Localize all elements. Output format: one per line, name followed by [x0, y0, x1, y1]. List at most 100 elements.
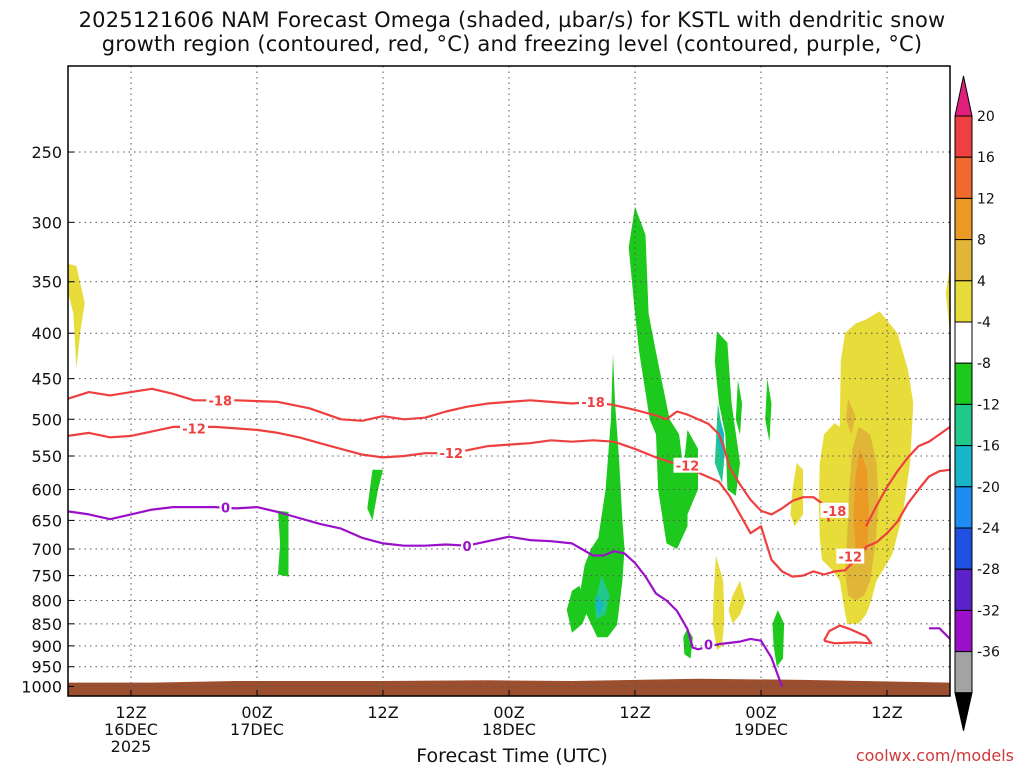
colorbar-bin-4	[954, 280, 973, 323]
xtick-label-1-1: 17DEC	[230, 720, 284, 739]
ytick-label-300: 300	[31, 213, 62, 232]
contour-label-bg-1-1	[437, 445, 466, 461]
contour-label-4-1: 0	[462, 540, 471, 555]
contour-label-bg-4-1	[461, 538, 473, 554]
colorbar-bin-8	[954, 445, 973, 488]
contour-line-0	[68, 387, 831, 522]
colorbar-label-7: -12	[977, 397, 1000, 413]
xtick-label-5-0: 00Z	[745, 703, 776, 722]
contour-label-bg-0-0	[206, 392, 235, 408]
omega-region-17	[728, 580, 746, 624]
xtick-label-5-1: 19DEC	[734, 720, 788, 739]
contour-label-1-0: -12	[182, 422, 206, 437]
omega-region-0	[68, 263, 85, 369]
contour-label-0-2: -18	[823, 505, 847, 520]
colorbar-label-1: 16	[977, 150, 995, 166]
contour-label-bg-4-2	[702, 636, 715, 652]
colorbar-bin-11	[954, 568, 973, 611]
colorbar-bin-0	[954, 115, 973, 158]
omega-region-2	[367, 469, 383, 521]
contour-line-4	[68, 506, 784, 687]
contour-line-5	[929, 627, 950, 640]
colorbar-label-11: -28	[977, 562, 1000, 578]
colorbar-bin-1	[954, 156, 973, 199]
contour-label-bg-1-3	[836, 548, 865, 564]
contour-label-bg-1-2	[673, 457, 702, 473]
omega-region-4	[580, 353, 625, 638]
contour-label-bg-0-1	[579, 393, 607, 409]
omega-region-23	[790, 462, 803, 527]
colorbar: 20 16 12 8 4 -4 -8 -12 -16 -20 -24 -28 -32 -36	[954, 75, 1000, 731]
omega-region-7	[714, 331, 740, 496]
xtick-label-0-1: 16DEC	[104, 720, 158, 739]
chart-title-line-2: growth region (contoured, red, °C) and f…	[101, 32, 923, 56]
ytick-label-550: 550	[31, 447, 62, 466]
ytick-label-850: 850	[31, 615, 62, 634]
ytick-label-250: 250	[31, 143, 62, 162]
omega-region-10	[765, 378, 772, 442]
contour-label-4-0: 0	[221, 502, 230, 517]
colorbar-label-12: -32	[977, 603, 1000, 619]
xtick-label-0-0: 12Z	[115, 703, 146, 722]
ytick-label-650: 650	[31, 511, 62, 530]
omega-region-1	[278, 510, 289, 577]
ytick-label-700: 700	[31, 540, 62, 559]
contour-label-1-2: -12	[676, 460, 700, 475]
ytick-label-450: 450	[31, 370, 62, 389]
colorbar-bin-9	[954, 486, 973, 529]
x-axis-label: Forecast Time (UTC)	[416, 745, 608, 767]
colorbar-label-8: -16	[977, 439, 1000, 455]
xtick-label-2-0: 12Z	[367, 703, 398, 722]
colorbar-bin-3	[954, 239, 973, 282]
xtick-label-0-2: 2025	[111, 737, 152, 756]
colorbar-label-0: 20	[977, 109, 995, 125]
xtick-label-3-0: 00Z	[493, 703, 524, 722]
colorbar-label-2: 12	[977, 191, 995, 207]
chart-title: 2025121606 NAM Forecast Omega (shaded, µ…	[0, 8, 1024, 56]
y-axis-ticks: 250 300 350 400 450 500 550 600 650 700 750 800 850 9…	[21, 143, 74, 696]
gridlines	[68, 66, 950, 696]
colorbar-label-3: 8	[977, 233, 986, 249]
colorbar-label-10: -24	[977, 521, 1000, 537]
xtick-label-4-0: 12Z	[619, 703, 650, 722]
omega-region-21	[853, 448, 870, 560]
terrain-ground	[68, 678, 950, 696]
ytick-label-400: 400	[31, 324, 62, 343]
ytick-label-500: 500	[31, 410, 62, 429]
omega-region-16	[712, 555, 725, 651]
credit-link[interactable]: coolwx.com/models	[855, 746, 1014, 765]
contour-line-3	[823, 624, 873, 645]
colorbar-label-6: -8	[977, 356, 991, 372]
xtick-label-6-0: 12Z	[871, 703, 902, 722]
ytick-label-750: 750	[31, 567, 62, 586]
colorbar-bin-12	[954, 609, 973, 653]
contour-label-1-3: -12	[839, 551, 863, 566]
colorbar-bin-7	[954, 403, 973, 447]
contour-label-4-2: 0	[704, 639, 713, 654]
ytick-label-900: 900	[31, 637, 62, 656]
colorbar-label-9: -20	[977, 480, 1000, 496]
omega-region-11	[772, 610, 785, 667]
omega-region-8	[735, 380, 743, 435]
contour-label-bg-1-0	[180, 420, 208, 436]
omega-region-3	[628, 206, 688, 549]
omega-region-22	[945, 266, 950, 334]
colorbar-over-arrow	[954, 75, 973, 117]
contour-label-0-1: -18	[581, 396, 605, 411]
contour-label-bg-0-2	[820, 502, 849, 518]
colorbar-under-arrow	[954, 692, 973, 731]
colorbar-label-5: -4	[977, 315, 991, 331]
xtick-label-3-1: 18DEC	[482, 720, 536, 739]
colorbar-bin-13	[954, 651, 973, 694]
ytick-label-350: 350	[31, 273, 62, 292]
ytick-label-600: 600	[31, 481, 62, 500]
contour-label-bg-4-0	[219, 499, 232, 515]
contour-label-1-1: -12	[440, 447, 464, 462]
colorbar-bin-10	[954, 527, 973, 570]
ytick-label-800: 800	[31, 591, 62, 610]
colorbar-label-13: -36	[977, 645, 1000, 661]
colorbar-bin-5	[954, 321, 973, 364]
